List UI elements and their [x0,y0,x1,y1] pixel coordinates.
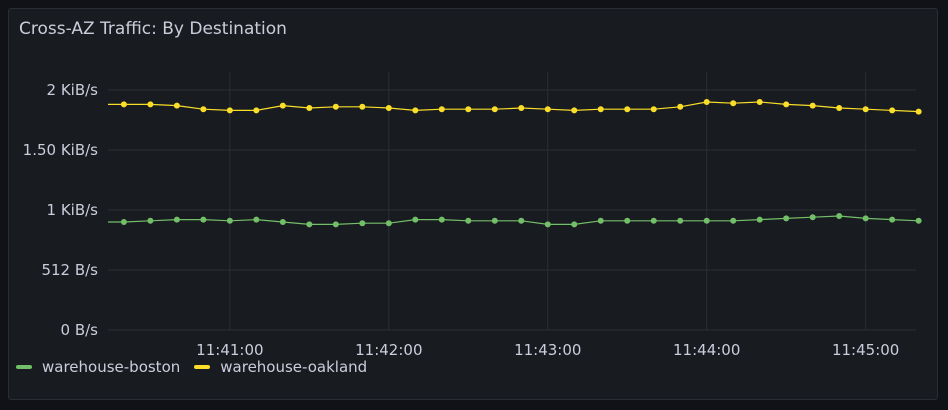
data-point [412,216,419,223]
data-point [862,106,869,113]
y-tick-label: 1 KiB/s [47,201,99,219]
data-point [279,219,286,225]
data-point [253,107,260,114]
data-point [571,221,578,228]
data-point [200,216,207,223]
data-point [624,106,631,113]
data-point [862,215,869,222]
x-tick-label: 11:44:00 [673,341,740,359]
data-point [571,107,578,114]
legend-label: warehouse-boston [42,358,181,376]
chart-panel: Cross-AZ Traffic: By Destination [8,8,938,400]
y-tick-label: 0 B/s [61,321,99,339]
data-point [385,220,392,227]
data-point [518,105,525,111]
x-tick-label: 11:45:00 [832,341,899,359]
x-tick-label: 11:43:00 [514,341,581,359]
data-point [783,215,790,222]
x-tick-label: 11:42:00 [355,341,422,359]
data-point [756,99,763,105]
data-point [120,101,127,108]
data-point [332,103,339,110]
data-point [359,103,366,110]
data-point [756,216,763,223]
data-point [915,108,922,115]
data-point [120,219,127,225]
panel-title: Cross-AZ Traffic: By Destination [19,19,287,39]
legend-label: warehouse-oakland [220,358,368,376]
legend-item-warehouse-oakland[interactable]: warehouse-oakland [194,358,367,376]
data-point [306,221,313,228]
data-point [677,103,684,110]
data-point [491,217,498,224]
legend: warehouse-boston warehouse-oakland [16,358,367,376]
data-point [226,107,233,114]
legend-swatch [16,365,32,369]
data-point [889,107,896,114]
data-point [597,217,604,224]
data-point [544,106,551,113]
legend-swatch [194,365,211,369]
data-point [677,217,684,224]
data-point [438,216,445,223]
y-tick-label: 2 KiB/s [47,81,99,99]
series-line-warehouse-boston [108,215,919,225]
legend-item-warehouse-boston[interactable]: warehouse-boston [16,358,180,376]
data-point [809,214,816,221]
data-point [200,106,207,113]
data-point [438,106,445,113]
data-point [544,221,551,228]
data-point [385,105,392,111]
data-point [624,217,631,224]
data-point [836,213,843,219]
data-point [359,220,366,227]
data-point [306,105,313,111]
data-point [173,216,180,223]
data-point [915,217,922,224]
data-point [173,102,180,109]
data-point [279,102,286,109]
data-point [147,101,154,108]
data-point [809,102,816,109]
data-point [703,99,710,105]
data-point [730,100,737,107]
x-tick-label: 11:41:00 [196,341,263,359]
data-point [889,216,896,223]
y-tick-label: 512 B/s [41,261,98,279]
data-point [730,217,737,224]
data-point [650,106,657,113]
data-point [253,216,260,223]
data-point [783,101,790,108]
data-point [226,217,233,224]
data-point [836,105,843,111]
data-point [465,106,472,113]
series-line-warehouse-oakland [108,101,919,113]
data-point [465,217,472,224]
data-point [332,221,339,228]
data-point [518,217,525,224]
data-point [147,217,154,224]
data-point [597,106,604,113]
y-tick-label: 1.50 KiB/s [23,141,99,159]
data-point [650,217,657,224]
data-point [491,106,498,113]
data-point [412,107,419,114]
data-point [703,217,710,224]
